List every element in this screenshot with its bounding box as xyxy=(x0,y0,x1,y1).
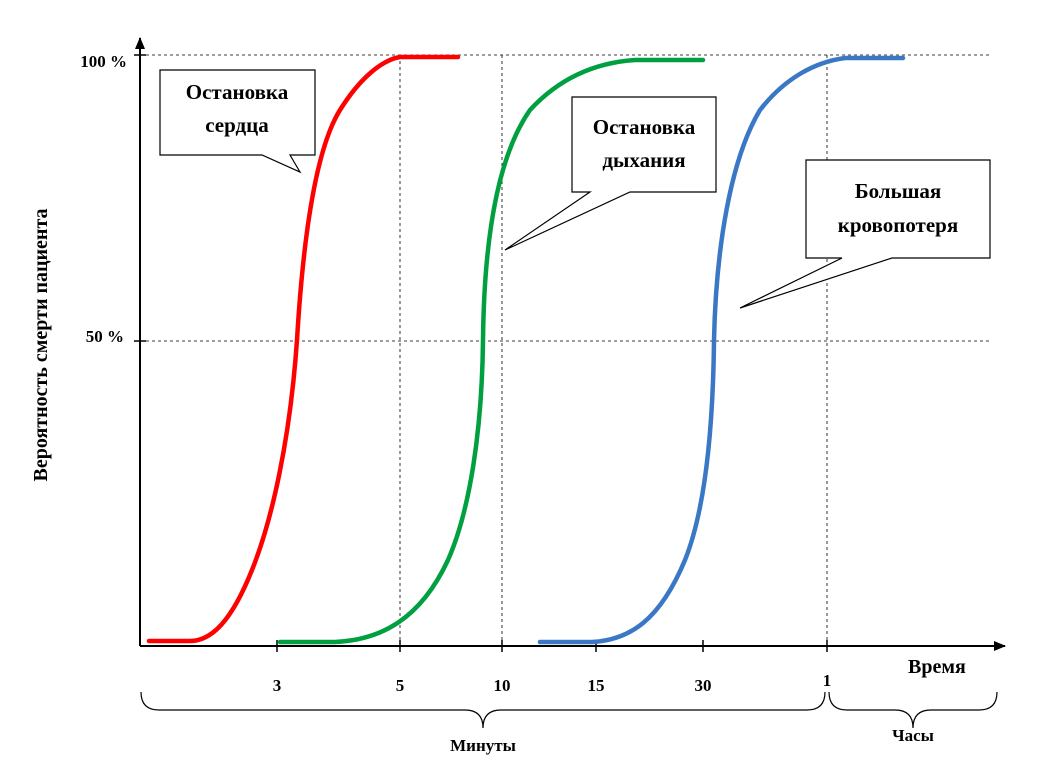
callout-text-blood-loss-line1: Большая xyxy=(855,179,942,203)
x-axis-title: Время xyxy=(908,656,966,678)
series-line-respiratory-arrest xyxy=(277,57,706,645)
x-tick-label-10: 10 xyxy=(494,676,511,695)
callout-box-cardiac-arrest xyxy=(159,69,316,174)
callout-text-respiratory-arrest-line1: Остановка xyxy=(593,115,696,139)
y-tick-label-100: 100 % xyxy=(80,52,127,71)
minutes-group-label: Минуты xyxy=(450,736,516,755)
hours-brace xyxy=(828,691,998,729)
callout-text-respiratory-arrest-line2: дыхания xyxy=(602,148,685,172)
hours-group-label: Часы xyxy=(892,726,934,745)
x-tick-label-15: 15 xyxy=(588,676,605,695)
x-tick-label-3: 3 xyxy=(273,676,282,695)
series-line-cardiac-arrest xyxy=(146,54,461,644)
x-tick-label-1h: 1 xyxy=(823,671,832,690)
y-axis-title: Вероятность смерти пациента xyxy=(30,208,52,481)
x-tick-label-5: 5 xyxy=(396,676,405,695)
callout-box-blood-loss xyxy=(739,159,991,309)
callout-text-cardiac-arrest-line1: Остановка xyxy=(186,80,289,104)
x-tick-label-30: 30 xyxy=(695,676,712,695)
callout-box-respiratory-arrest xyxy=(504,96,717,251)
y-tick-label-50: 50 % xyxy=(86,327,124,346)
callout-text-cardiac-arrest-line2: сердца xyxy=(205,113,269,137)
callout-text-blood-loss-line2: кровопотеря xyxy=(838,213,958,237)
minutes-brace xyxy=(140,691,826,729)
series-line-blood-loss xyxy=(537,55,906,645)
